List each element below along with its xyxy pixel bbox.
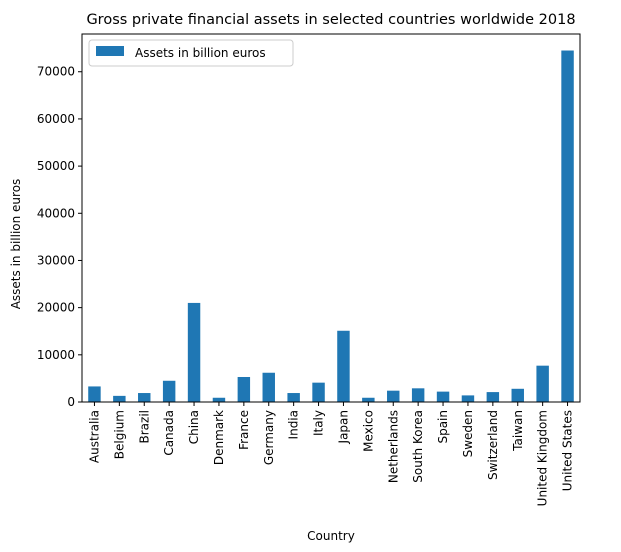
bar-brazil [138,393,151,402]
y-axis-ticks: 0 10000 20000 30000 40000 50000 60000 70000 [37,65,82,409]
x-tick-label: Brazil [137,410,151,444]
bar-germany [262,372,275,402]
y-tick-label: 10000 [37,348,75,362]
legend-box [88,39,294,67]
bars-group [88,50,574,403]
bar-taiwan [511,388,524,402]
bar-japan [337,330,350,402]
x-tick-label: Australia [87,410,101,463]
x-tick-label: Spain [436,410,450,444]
bar-china [187,302,201,402]
x-tick-label: Switzerland [486,410,500,480]
x-tick-label: Japan [336,410,350,444]
x-tick-label: Netherlands [386,410,400,483]
y-tick-label: 20000 [37,301,75,315]
bar-united-states [561,50,574,403]
x-tick-label: Belgium [112,410,126,459]
bar-united-kingdom [536,365,549,402]
bar-australia [88,386,101,402]
x-tick-label: South Korea [411,410,425,483]
x-tick-label: Canada [162,410,176,456]
x-tick-label: France [237,410,251,450]
bar-denmark [212,397,226,402]
bar-belgium [113,395,126,402]
x-tick-label: China [187,410,201,444]
bar-spain [436,391,450,402]
x-axis-ticks: Australia Belgium Brazil Canada China Denmark… [87,402,575,506]
legend-label: Assets in billion euros [135,46,266,60]
x-tick-label: India [287,410,301,439]
bar-netherlands [387,390,400,402]
bar-india [287,393,300,402]
y-tick-label: 60000 [37,112,75,126]
y-tick-label: 40000 [37,206,75,220]
legend-swatch [96,46,124,56]
bar-canada [162,380,176,402]
y-tick-label: 30000 [37,253,75,267]
x-tick-label: Sweden [461,410,475,457]
x-axis-title: Country [307,529,355,543]
bar-switzerland [486,392,500,402]
x-tick-label: Mexico [361,410,375,452]
y-tick-label: 50000 [37,159,75,173]
y-tick-label: 0 [67,395,75,409]
x-tick-label: Taiwan [511,410,525,452]
bar-mexico [362,397,375,402]
legend: Assets in billion euros [88,39,294,67]
y-axis-title: Assets in billion euros [9,179,23,310]
y-tick-label: 70000 [37,65,75,79]
x-tick-label: United Kingdom [536,410,550,506]
bar-italy [312,382,325,402]
x-tick-label: Germany [262,410,276,465]
bar-south-korea [411,388,425,402]
x-tick-label: Italy [312,410,326,436]
bar-sweden [461,395,475,402]
bar-france [237,376,251,402]
chart-title: Gross private financial assets in select… [86,12,575,28]
plot-frame [81,33,581,403]
x-tick-label: United States [561,410,575,491]
x-tick-label: Denmark [212,410,226,465]
